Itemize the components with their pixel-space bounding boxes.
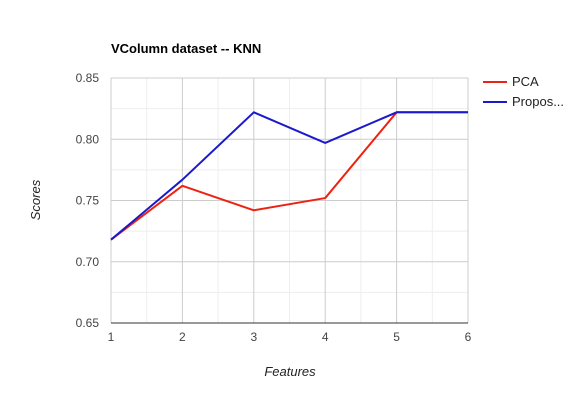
x-tick-label: 4 [322, 330, 329, 344]
x-tick-label: 5 [393, 330, 400, 344]
y-axis-label: Scores [28, 179, 43, 220]
y-tick-label: 0.65 [76, 316, 100, 330]
x-tick-label: 1 [108, 330, 115, 344]
y-tick-label: 0.85 [76, 71, 100, 85]
x-tick-label: 2 [179, 330, 186, 344]
y-tick-label: 0.70 [76, 255, 100, 269]
legend[interactable]: PCA Propos... [483, 74, 564, 109]
y-tick-label: 0.80 [76, 132, 100, 146]
x-tick-label: 3 [250, 330, 257, 344]
legend-label: PCA [512, 74, 539, 89]
legend-label: Propos... [512, 94, 564, 109]
series-lines [110, 111, 468, 241]
y-tick-label: 0.75 [76, 194, 100, 208]
x-tick-label: 6 [465, 330, 472, 344]
chart-title: VColumn dataset -- KNN [111, 41, 261, 56]
tick-labels: 1 2 3 4 5 6 0.65 0.70 0.75 0.80 0.85 [76, 71, 472, 344]
x-axis-label: Features [264, 364, 316, 379]
gridlines [110, 77, 469, 324]
series-line-proposed [110, 111, 468, 241]
